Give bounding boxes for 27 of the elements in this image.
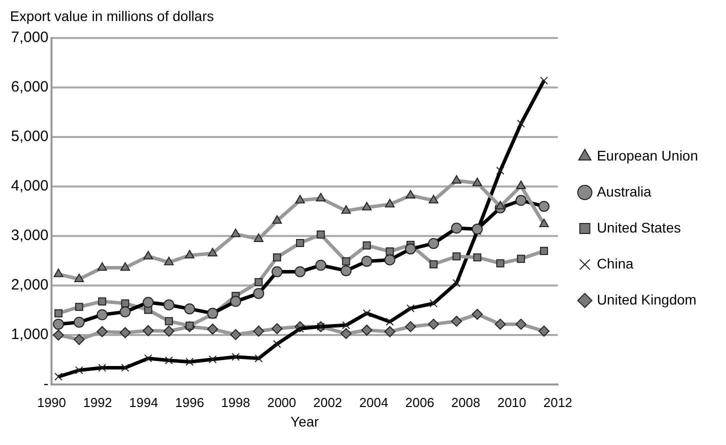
x-tick-label: 2012 — [543, 394, 572, 410]
legend-label: United States — [596, 219, 681, 236]
legend-label: Australia — [596, 183, 652, 200]
legend-label: United Kingdom — [596, 291, 696, 308]
y-tick-label: 6,000 — [10, 78, 49, 96]
x-tick-label: 1996 — [175, 394, 204, 410]
x-tick-label: 2008 — [451, 394, 480, 410]
y-tick-label: 4,000 — [10, 178, 49, 195]
x-tick-label: 2002 — [313, 394, 342, 410]
x-tick-label: 2006 — [405, 394, 434, 410]
x-tick-label: 1998 — [221, 394, 250, 410]
y-tick-label: 7,000 — [10, 29, 49, 46]
x-tick-label: 1992 — [83, 394, 112, 410]
y-tick-label: 3,000 — [10, 227, 49, 244]
legend-label: European Union — [596, 147, 698, 164]
y-tick-label: - — [44, 376, 49, 393]
x-tick-label: 2004 — [359, 394, 388, 410]
x-tick-label: 1990 — [37, 394, 66, 410]
x-axis-title: Year — [290, 413, 320, 430]
legend-label: China — [596, 255, 634, 272]
y-axis-title: Export value in millions of dollars — [10, 8, 215, 24]
y-tick-label: 2,000 — [10, 276, 49, 294]
y-tick-label: 1,000 — [10, 326, 49, 344]
x-tick-label: 2010 — [497, 394, 526, 410]
y-tick-label: 5,000 — [10, 128, 49, 146]
x-tick-label: 1994 — [129, 394, 158, 410]
x-tick-label: 2000 — [267, 394, 296, 410]
